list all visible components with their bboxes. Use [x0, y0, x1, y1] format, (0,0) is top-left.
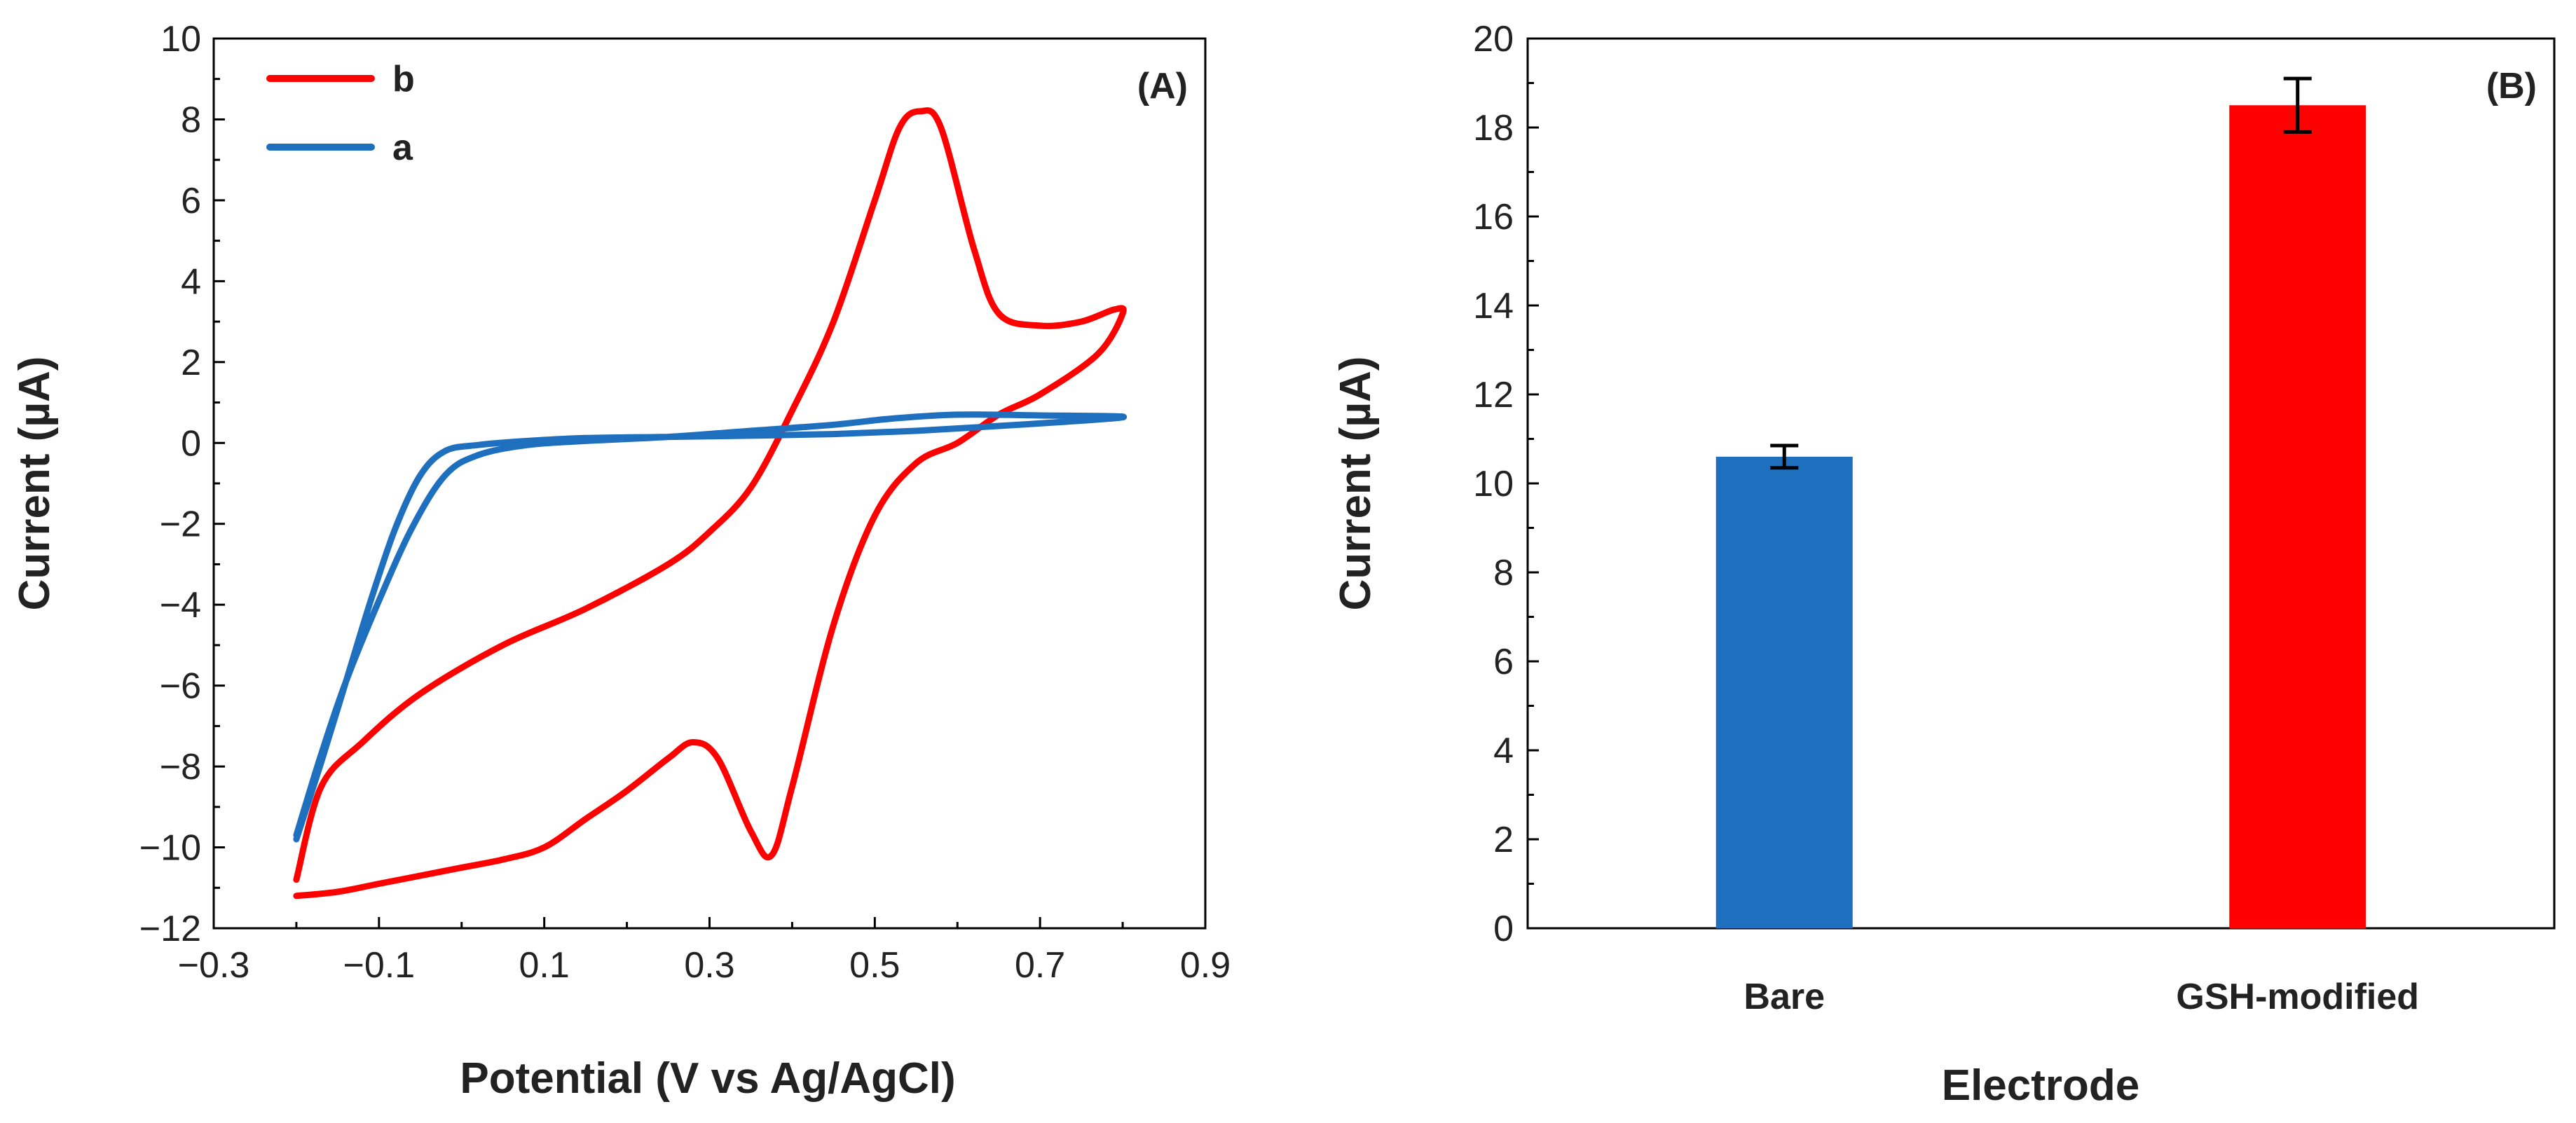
- y-tick-label: −4: [160, 585, 201, 626]
- panel-a-y-ticks: −12 −10 −8 −6 −4 −2 0 2 4 6 8 10: [139, 19, 225, 949]
- panel-a-legend: b a: [266, 59, 415, 168]
- x-tick-label: 0.5: [849, 945, 900, 986]
- y-tick-label: 12: [1473, 375, 1514, 415]
- y-tick-label: 0: [181, 423, 201, 464]
- series-line-a: [293, 411, 1128, 843]
- y-tick-label: 4: [1493, 731, 1514, 771]
- panel-b-y-ticks: 0 2 4 6 8 10 12 14 16 18 20: [1473, 19, 1539, 949]
- bar-gsh-modified: [2229, 105, 2366, 928]
- y-tick-label: 2: [181, 343, 201, 383]
- y-tick-label: 20: [1473, 19, 1514, 60]
- category-label: Bare: [1743, 977, 1825, 1017]
- y-tick-label: 16: [1473, 197, 1514, 237]
- y-tick-label: −12: [139, 909, 201, 949]
- category-label: GSH-modified: [2176, 977, 2419, 1017]
- y-tick-label: 18: [1473, 108, 1514, 149]
- x-tick-label: −0.3: [178, 945, 250, 986]
- y-tick-label: 8: [1493, 553, 1514, 593]
- legend-label-b: b: [392, 59, 415, 99]
- y-tick-label: −8: [160, 747, 201, 787]
- panel-a-series: [293, 107, 1128, 900]
- y-tick-label: 8: [181, 99, 201, 140]
- panel-b-x-axis-title: Electrode: [1942, 1061, 2140, 1110]
- legend-label-a: a: [392, 128, 413, 168]
- bar-bare: [1715, 456, 1853, 928]
- y-tick-label: 10: [160, 19, 201, 60]
- panel-a-label: (A): [1137, 66, 1188, 106]
- x-tick-label: 0.7: [1015, 945, 1065, 986]
- x-tick-label: 0.9: [1180, 945, 1231, 986]
- panel-a-y-axis-title: Current (µA): [11, 357, 59, 611]
- x-tick-label: 0.3: [684, 945, 734, 986]
- panel-b-label: (B): [2486, 66, 2537, 106]
- y-tick-label: −6: [160, 666, 201, 707]
- panel-b-bar-chart: 0 2 4 6 8 10 12 14 16 18 20 Bare GSH-modified (B) E…: [1331, 19, 2556, 1110]
- y-tick-label: 14: [1473, 286, 1514, 326]
- x-tick-label: −0.1: [343, 945, 416, 986]
- panel-b-bars: Bare GSH-modified: [1715, 76, 2419, 1017]
- series-line-b: [293, 107, 1127, 900]
- panel-a-x-ticks: −0.3 −0.1 0.1 0.3 0.5 0.7 0.9: [178, 917, 1231, 986]
- y-tick-label: 0: [1493, 909, 1514, 949]
- x-tick-label: 0.1: [519, 945, 570, 986]
- panel-a-cyclic-voltammogram: −12 −10 −8 −6 −4 −2 0 2 4 6 8 10 −0.3 −0.1 0.1 0.3 0.5 0…: [11, 19, 1231, 1103]
- y-tick-label: 4: [181, 261, 201, 302]
- y-tick-label: 6: [181, 181, 201, 221]
- panel-a-x-axis-title: Potential (V vs Ag/AgCl): [460, 1054, 955, 1103]
- y-tick-label: −10: [139, 828, 201, 869]
- panel-b-y-axis-title: Current (µA): [1331, 357, 1380, 611]
- y-tick-label: −2: [160, 504, 201, 545]
- y-tick-label: 10: [1473, 464, 1514, 504]
- y-tick-label: 2: [1493, 820, 1514, 860]
- y-tick-label: 6: [1493, 642, 1514, 682]
